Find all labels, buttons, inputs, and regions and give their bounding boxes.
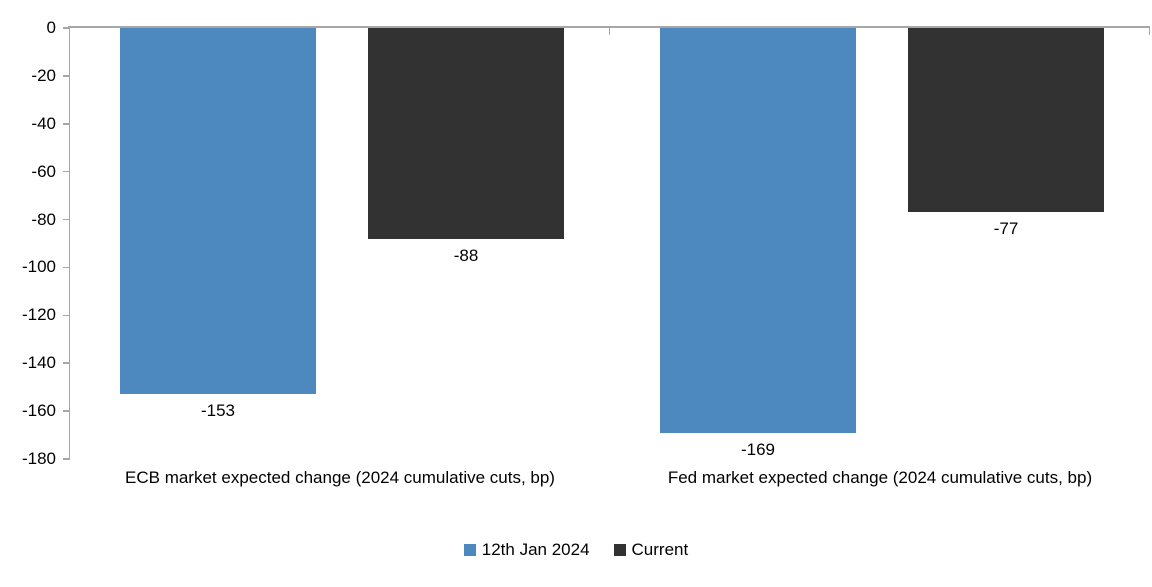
bar-jan-ecb: [120, 28, 316, 395]
category-boundary-tick: [1148, 28, 1150, 35]
y-axis-tick-mark: [63, 170, 70, 173]
legend-swatch-icon: [463, 544, 476, 556]
y-axis-tick-label: -120: [21, 305, 56, 325]
bar-value-label: -153: [200, 401, 236, 421]
y-axis-tick-mark: [63, 410, 70, 412]
y-axis-tick-label: -80: [31, 209, 56, 229]
y-axis-tick-label: -40: [31, 113, 56, 133]
y-axis-tick-mark: [63, 218, 70, 221]
category-label: Fed market expected change (2024 cumulat…: [667, 468, 1093, 487]
bar-value-label: -88: [453, 245, 479, 265]
y-axis-tick-mark: [63, 123, 70, 125]
bar-value-label: -77: [993, 219, 1019, 239]
y-axis-tick-label: -100: [21, 257, 56, 277]
y-axis-tick-mark: [63, 362, 70, 364]
legend-swatch-icon: [613, 544, 626, 556]
y-axis-tick-label: -60: [31, 161, 56, 181]
y-axis-tick-label: 0: [46, 18, 56, 37]
y-axis-tick-label: -140: [21, 353, 56, 373]
y-axis-tick-mark: [63, 458, 70, 460]
y-axis-line: [68, 28, 70, 459]
legend-entry-label: 12th Jan 2024: [481, 540, 590, 559]
bar-value-label: -169: [740, 439, 776, 459]
y-axis-tick-label: -160: [21, 401, 56, 421]
x-axis-line: [68, 26, 1150, 28]
y-axis-tick-label: -180: [21, 449, 56, 468]
y-axis-tick-mark: [63, 266, 70, 269]
legend-entry: 12th Jan 2024: [463, 540, 590, 560]
bar-current-ecb: [368, 28, 564, 239]
bar-current-fed: [908, 28, 1104, 213]
legend-entry: Current: [613, 540, 689, 560]
legend: 12th Jan 2024 Current: [0, 540, 1152, 560]
category-boundary-tick: [608, 28, 610, 35]
y-axis-tick-mark: [63, 75, 70, 77]
y-axis-tick-mark: [63, 314, 70, 317]
legend-entry-label: Current: [631, 540, 689, 559]
y-axis-tick-mark: [63, 27, 70, 29]
category-label: ECB market expected change (2024 cumulat…: [125, 468, 555, 487]
y-axis-tick-label: -20: [31, 65, 56, 85]
bar-jan-fed: [660, 28, 856, 433]
